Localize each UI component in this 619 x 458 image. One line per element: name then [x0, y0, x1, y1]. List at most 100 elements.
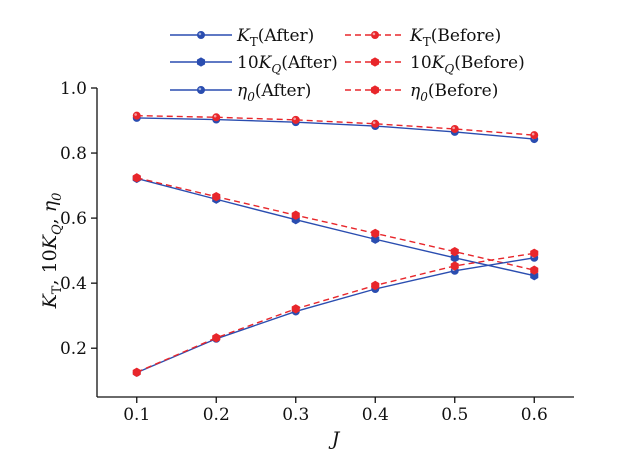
data-point-highlight: [531, 132, 535, 136]
legend-marker-highlight: [372, 32, 376, 36]
data-point: [450, 246, 459, 257]
y-axis-label-part: η: [39, 200, 61, 212]
legend-label-prefix: 10: [410, 53, 432, 73]
legend-label-symbol: K: [409, 26, 424, 46]
data-point: [371, 228, 380, 239]
series-2: [132, 173, 539, 281]
data-point: [450, 124, 459, 133]
legend-label-symbol: K: [258, 53, 273, 73]
legend-label: 10KQ(Before): [410, 53, 525, 76]
y-tick-label: 0.8: [60, 144, 87, 164]
series-4: [132, 253, 539, 377]
x-axis-label: J: [328, 428, 341, 450]
legend-label-tail: (After): [281, 53, 338, 73]
x-tick-label: 0.4: [362, 405, 389, 425]
data-point: [291, 304, 300, 314]
legend-label-sub: T: [423, 35, 431, 49]
series-3: [132, 173, 539, 275]
data-point: [530, 131, 539, 140]
data-point: [291, 210, 300, 220]
legend-marker-highlight: [198, 32, 202, 36]
data-point: [371, 119, 380, 128]
legend-label-sub: Q: [271, 62, 281, 76]
data-point: [132, 367, 141, 377]
data-point: [450, 261, 459, 271]
legend-entry: 10KQ(After): [170, 53, 338, 76]
y-axis-label-part: Q: [50, 224, 65, 235]
legend-marker: [196, 57, 206, 67]
series-line: [136, 117, 535, 140]
data-point: [371, 280, 380, 291]
axes: 0.1 0.2 0.3 0.4 0.5 0.6 0.2 0.4 0.6 0.8 1.0: [60, 79, 574, 425]
series-line: [136, 114, 535, 136]
series-line: [136, 177, 535, 277]
data-point: [212, 333, 221, 343]
y-axis-label-part: ,: [39, 212, 61, 224]
legend-label: KT(Before): [409, 26, 501, 49]
y-tick-label: 0.2: [60, 339, 87, 359]
x-tick-label: 0.2: [203, 405, 230, 425]
legend-label-symbol: K: [431, 53, 446, 73]
y-tick-label: 1.0: [60, 79, 87, 99]
legend-entry: η0(After): [170, 81, 311, 104]
legend-label-sub: T: [250, 35, 258, 49]
legend-label-symbol: η: [410, 81, 421, 101]
y-tick-label: 0.4: [60, 274, 87, 294]
data-point: [530, 265, 539, 275]
legend-label-tail: (Before): [431, 26, 502, 46]
legend-label-tail: (After): [255, 81, 312, 101]
legend-label: η0(Before): [410, 81, 498, 104]
x-tick-label: 0.3: [282, 405, 309, 425]
legend-marker-highlight: [198, 87, 202, 91]
legend-label-symbol: η: [237, 81, 248, 101]
legend-label-tail: (Before): [428, 81, 499, 101]
data-point-highlight: [293, 117, 296, 121]
legend-label-symbol: K: [236, 26, 251, 46]
series-line: [136, 177, 535, 271]
series-line: [136, 252, 535, 373]
plot-area: [132, 111, 539, 377]
data-point-highlight: [134, 113, 137, 116]
legend-marker: [370, 85, 380, 95]
series-line: [136, 257, 535, 374]
y-axis-label-part: 0: [50, 193, 65, 201]
data-point: [132, 111, 141, 120]
legend-marker: [370, 57, 380, 67]
data-point: [132, 173, 141, 183]
x-tick-label: 0.1: [123, 405, 150, 425]
legend-label-tail: (After): [258, 26, 315, 46]
legend-marker: [370, 30, 379, 39]
y-axis-label-part: K: [39, 233, 61, 250]
legend-label: η0(After): [237, 81, 311, 104]
legend-entry: 10KQ(Before): [345, 53, 525, 76]
data-point-highlight: [213, 114, 217, 118]
data-point: [212, 113, 221, 122]
legend-label-tail: (Before): [454, 53, 525, 73]
series-1: [132, 111, 539, 140]
series-0: [132, 113, 539, 144]
legend-label-sub: 0: [420, 90, 428, 104]
data-point-highlight: [372, 121, 376, 124]
data-point: [371, 234, 380, 244]
data-point: [212, 191, 221, 202]
legend-marker: [196, 30, 205, 39]
data-point-highlight: [452, 126, 455, 130]
series-5: [132, 248, 539, 377]
data-point: [530, 248, 539, 258]
legend-label-sub: Q: [444, 62, 454, 76]
legend-entry: KT(Before): [345, 26, 501, 49]
y-axis-label-part: T: [50, 285, 65, 294]
x-tick-label: 0.6: [521, 405, 548, 425]
legend-entry: KT(After): [170, 26, 314, 49]
data-point: [291, 115, 300, 124]
legend-marker: [196, 86, 205, 95]
legend-label-sub: 0: [247, 90, 255, 104]
x-tick-label: 0.5: [441, 405, 468, 425]
legend-label: KT(After): [236, 26, 314, 49]
y-axis-label-part: K: [39, 292, 61, 309]
legend-entry: η0(Before): [345, 81, 498, 104]
y-axis-label: KT, 10KQ, η0: [39, 193, 65, 310]
y-axis-label-part: , 10: [39, 249, 61, 285]
legend-label: 10KQ(After): [237, 53, 338, 76]
